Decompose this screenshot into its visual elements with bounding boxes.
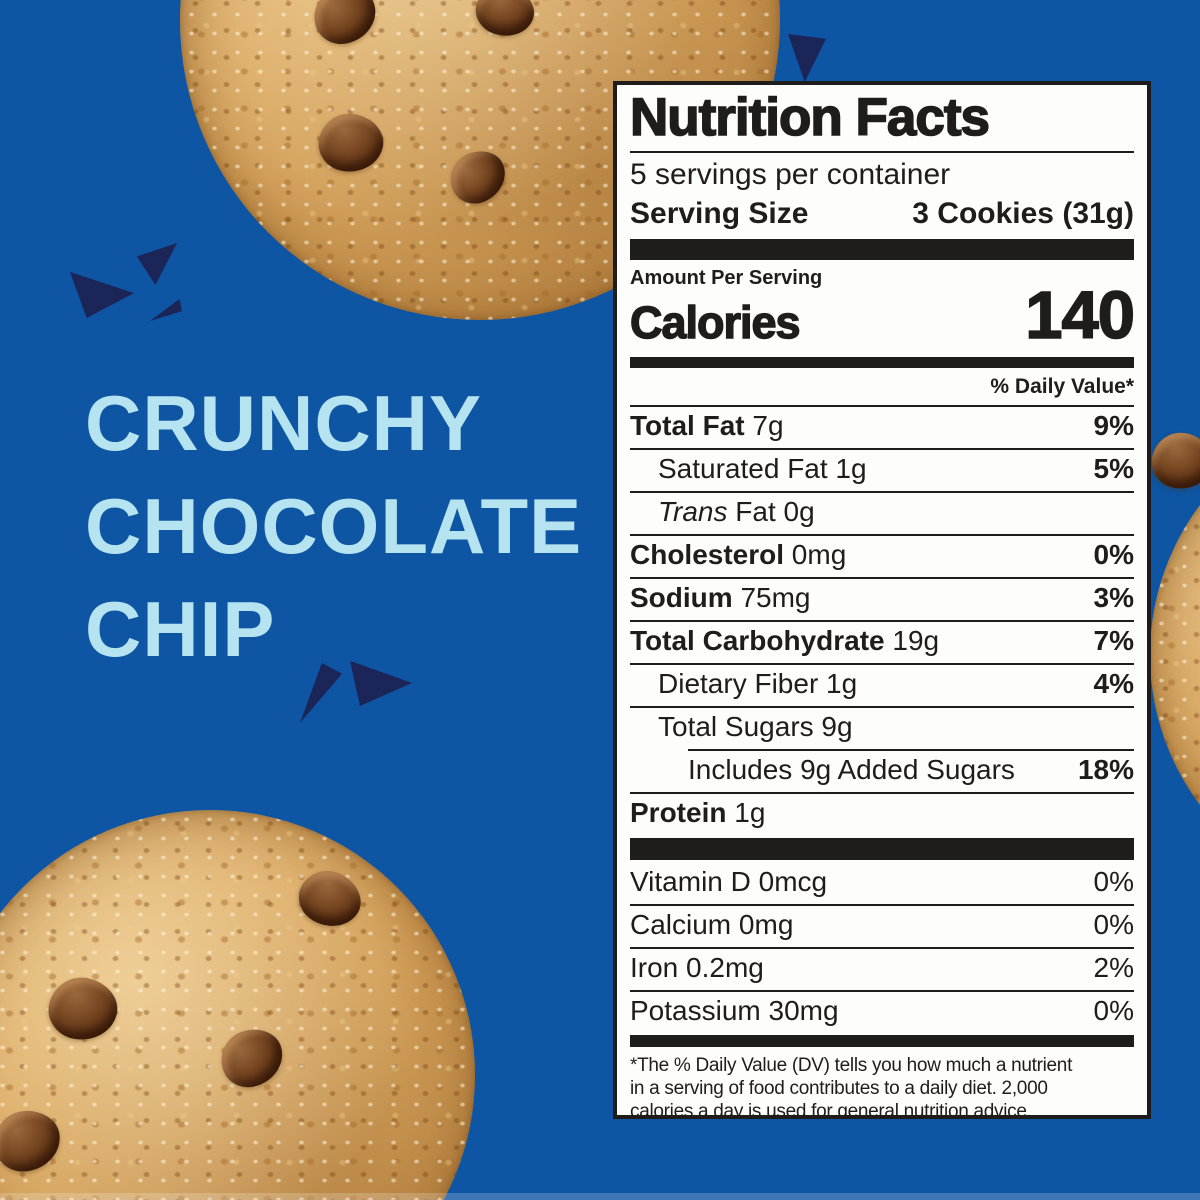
daily-value-percent: 5% [1093, 453, 1134, 484]
nutrient-row: Saturated Fat 1g 5% [630, 448, 1134, 491]
footnote-line: calories a day is used for general nutri… [630, 1101, 1032, 1119]
serving-size-value: 3 Cookies (31g) [912, 197, 1134, 230]
nutrient-row: Trans Fat 0g [630, 491, 1134, 534]
daily-value-percent: 0% [1093, 995, 1134, 1026]
chocolate-chip [289, 860, 371, 938]
nutrient-row: Protein 1g [630, 792, 1134, 835]
footnote-line: in a serving of food contributes to a da… [630, 1078, 1048, 1099]
footnote-line: *The % Daily Value (DV) tells you how mu… [630, 1055, 1073, 1076]
thick-divider-bar [630, 239, 1134, 260]
chocolate-chip [213, 1021, 291, 1095]
nutrient-name-amount: Calcium 0mg [630, 909, 794, 940]
daily-value-percent: 3% [1093, 582, 1134, 613]
chocolate-chip [469, 0, 541, 45]
serving-size-row: Serving Size 3 Cookies (31g) [630, 195, 1134, 237]
nutrient-row: Potassium 30mg 0% [630, 990, 1134, 1033]
nutrient-name-amount: Dietary Fiber 1g [658, 668, 858, 699]
chocolate-chip [43, 971, 123, 1047]
nutrient-name-amount: Iron 0.2mg [630, 952, 764, 983]
nutrient-name-amount: Includes 9g Added Sugars [688, 754, 1015, 785]
thick-divider-bar [630, 357, 1134, 368]
cookie-photo-right-edge [1145, 405, 1200, 905]
burst-accent-icon [150, 299, 182, 321]
daily-value-percent: 9% [1093, 410, 1134, 441]
headline-line: CRUNCHY [85, 379, 482, 467]
nutrient-name-amount: Total Fat 7g [630, 410, 784, 441]
daily-value-percent: 4% [1093, 668, 1134, 699]
nutrient-name-amount: Cholesterol 0mg [630, 539, 847, 570]
nutrient-name-amount: Sodium 75mg [630, 582, 811, 613]
daily-value-percent: 18% [1077, 754, 1134, 785]
image-edge-strip [0, 1193, 1200, 1200]
daily-value-header: % Daily Value* [990, 375, 1134, 398]
nutrient-row: Vitamin D 0mcg 0% [630, 861, 1134, 904]
nutrient-name-amount: Potassium 30mg [630, 995, 839, 1026]
daily-value-percent: 2% [1093, 952, 1134, 983]
thick-divider-bar [630, 838, 1134, 860]
nutrient-name-amount: Trans Fat 0g [658, 496, 815, 527]
burst-accent-icon [788, 34, 826, 82]
nutrient-row: Iron 0.2mg 2% [630, 947, 1134, 990]
daily-value-percent: 0% [1093, 539, 1134, 570]
chocolate-chip [1145, 426, 1200, 496]
servings-per-container: 5 servings per container [630, 158, 951, 191]
calories-label: Calories [629, 296, 801, 348]
nutrient-row: Includes 9g Added Sugars 18% [630, 749, 1134, 792]
nutrient-rows: Total Fat 7g 9% Saturated Fat 1g 5% Trans Fa… [630, 405, 1134, 835]
nutrition-facts-title: Nutrition Facts [629, 87, 1134, 153]
product-headline: CRUNCHY CHOCOLATE CHIP [85, 372, 582, 681]
burst-accent-icon [70, 272, 134, 318]
amount-per-serving-label: Amount Per Serving [630, 267, 823, 289]
nutrient-name-amount: Total Sugars 9g [658, 711, 853, 742]
headline-line: CHIP [85, 585, 276, 673]
nutrient-name-amount: Saturated Fat 1g [658, 453, 867, 484]
nutrient-name-amount: Vitamin D 0mcg [630, 866, 828, 897]
nutrient-row: Cholesterol 0mg 0% [630, 534, 1134, 577]
chocolate-chip [314, 108, 388, 178]
cookie-photo-bottom-left [0, 810, 475, 1200]
chocolate-chip [307, 0, 383, 51]
chocolate-chip [442, 142, 514, 212]
nutrient-row: Calcium 0mg 0% [630, 904, 1134, 947]
chocolate-chip [0, 1106, 64, 1176]
daily-value-percent: 7% [1093, 625, 1134, 656]
nutrient-row: Sodium 75mg 3% [630, 577, 1134, 620]
nutrient-name-amount: Total Carbohydrate 19g [630, 625, 940, 656]
burst-accent-icon [137, 243, 177, 285]
nutrient-row: Total Sugars 9g [630, 706, 1134, 749]
serving-size-label: Serving Size [630, 197, 809, 230]
nutrient-row: Dietary Fiber 1g 4% [630, 663, 1134, 706]
daily-value-percent: 0% [1093, 866, 1134, 897]
nutrient-row: Total Carbohydrate 19g 7% [630, 620, 1134, 663]
calories-row: Calories 140 [629, 278, 1135, 354]
nutrient-name-amount: Protein 1g [630, 797, 766, 828]
vitamin-rows: Vitamin D 0mcg 0% Calcium 0mg 0% Iron 0.2mg 2… [630, 861, 1134, 1033]
daily-value-percent: 0% [1093, 909, 1134, 940]
headline-line: CHOCOLATE [85, 482, 583, 570]
daily-value-footnote: *The % Daily Value (DV) tells you how mu… [630, 1051, 1134, 1119]
nutrient-row: Total Fat 7g 9% [630, 405, 1134, 448]
thick-divider-bar [630, 1035, 1134, 1047]
calories-value: 140 [1024, 278, 1135, 353]
nutrition-facts-panel: Nutrition Facts 5 servings per container… [613, 81, 1151, 1119]
